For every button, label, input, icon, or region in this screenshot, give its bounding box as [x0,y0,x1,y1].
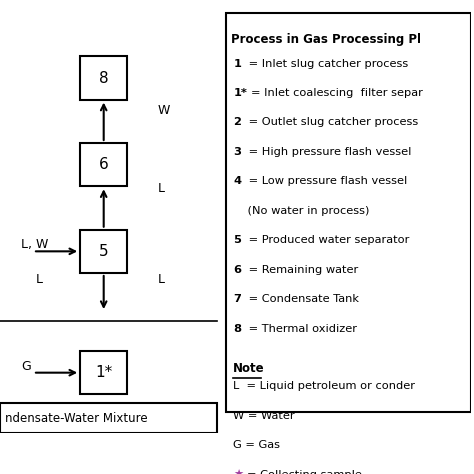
Text: = Produced water separator: = Produced water separator [245,235,410,246]
Bar [226,13,471,412]
Text: 6: 6 [233,265,241,275]
Text: 7: 7 [233,294,241,304]
Text: 3: 3 [233,147,241,157]
Text: L  = Liquid petroleum or conder: L = Liquid petroleum or conder [233,382,415,392]
Text: Process in Gas Processing Pl: Process in Gas Processing Pl [231,33,421,46]
Bar [80,351,127,394]
Text: L, W: L, W [21,238,49,251]
Text: 1: 1 [233,58,241,69]
Text: 5: 5 [99,244,109,259]
Text: 2: 2 [233,118,241,128]
Text: = Condensate Tank: = Condensate Tank [245,294,359,304]
Text: 6: 6 [99,157,109,172]
Text: G = Gas: G = Gas [233,440,280,450]
Text: 8: 8 [99,71,109,85]
Text: Note: Note [233,362,265,375]
Text: 1*: 1* [233,88,247,98]
Text: 5: 5 [233,235,241,246]
Text: W = Water: W = Water [233,411,295,421]
Text: L: L [158,273,165,286]
Bar [0,403,217,433]
Text: (No water in process): (No water in process) [233,206,370,216]
Bar [80,56,127,100]
Bar [80,143,127,186]
Text: = Thermal oxidizer: = Thermal oxidizer [245,324,357,334]
Text: 1*: 1* [95,365,112,380]
Text: ndensate-Water Mixture: ndensate-Water Mixture [5,412,147,425]
Text: L: L [36,273,42,286]
Text: = Inlet coalescing  filter separ: = Inlet coalescing filter separ [251,88,423,98]
Text: L: L [158,182,165,195]
Text: W: W [158,104,170,117]
Text: = Outlet slug catcher process: = Outlet slug catcher process [245,118,419,128]
Text: ★: ★ [233,470,244,474]
Text: = High pressure flash vessel: = High pressure flash vessel [245,147,411,157]
Text: 4: 4 [233,176,241,186]
Text: = Inlet slug catcher process: = Inlet slug catcher process [245,58,409,69]
Text: 8: 8 [233,324,241,334]
Bar [80,230,127,273]
Text: = Collecting sample: = Collecting sample [246,470,361,474]
Text: G: G [21,360,31,373]
Text: = Remaining water: = Remaining water [245,265,358,275]
Text: = Low pressure flash vessel: = Low pressure flash vessel [245,176,407,186]
